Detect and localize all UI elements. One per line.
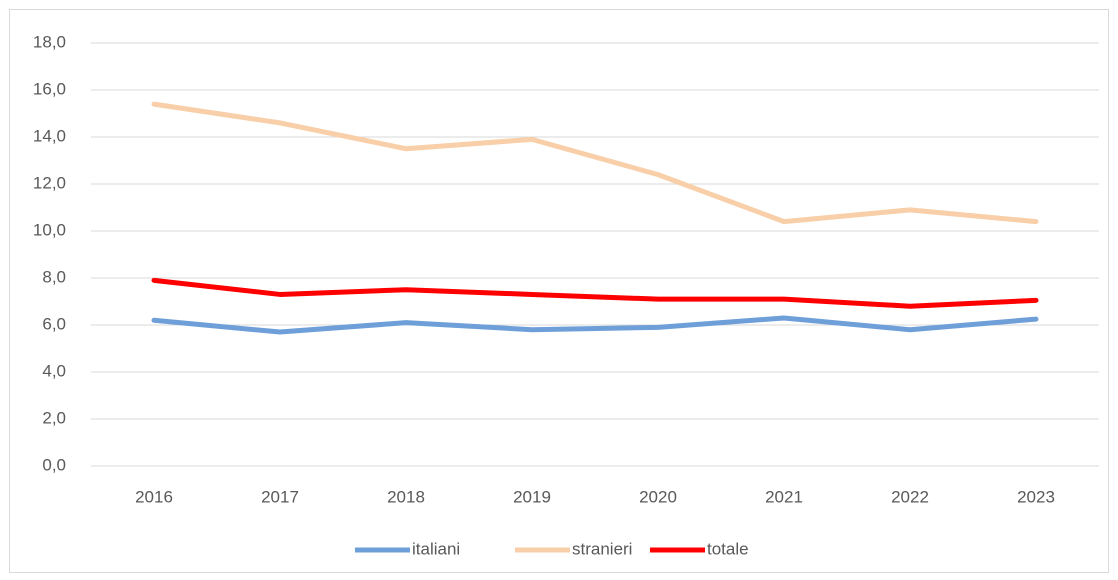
y-tick-label: 0,0 — [42, 455, 66, 474]
x-tick-label: 2018 — [387, 487, 425, 506]
x-tick-label: 2021 — [765, 487, 803, 506]
line-series — [151, 101, 1039, 225]
x-tick-label: 2022 — [891, 487, 929, 506]
y-tick-label: 10,0 — [33, 220, 66, 239]
x-tick-label: 2016 — [135, 487, 173, 506]
y-tick-label: 6,0 — [42, 314, 66, 333]
y-tick-label: 4,0 — [42, 361, 66, 380]
y-tick-label: 8,0 — [42, 267, 66, 286]
y-tick-label: 2,0 — [42, 408, 66, 427]
y-tick-label: 16,0 — [33, 79, 66, 98]
x-tick-label: 2019 — [513, 487, 551, 506]
chart-frame — [9, 9, 1109, 573]
x-tick-label: 2023 — [1017, 487, 1055, 506]
y-tick-label: 18,0 — [33, 32, 66, 51]
legend-label: italiani — [412, 539, 460, 558]
x-tick-label: 2017 — [261, 487, 299, 506]
line-series — [151, 315, 1039, 335]
legend-label: totale — [707, 539, 749, 558]
y-tick-label: 12,0 — [33, 173, 66, 192]
line-series — [151, 277, 1039, 309]
legend-label: stranieri — [572, 539, 632, 558]
y-tick-label: 14,0 — [33, 126, 66, 145]
x-tick-label: 2020 — [639, 487, 677, 506]
